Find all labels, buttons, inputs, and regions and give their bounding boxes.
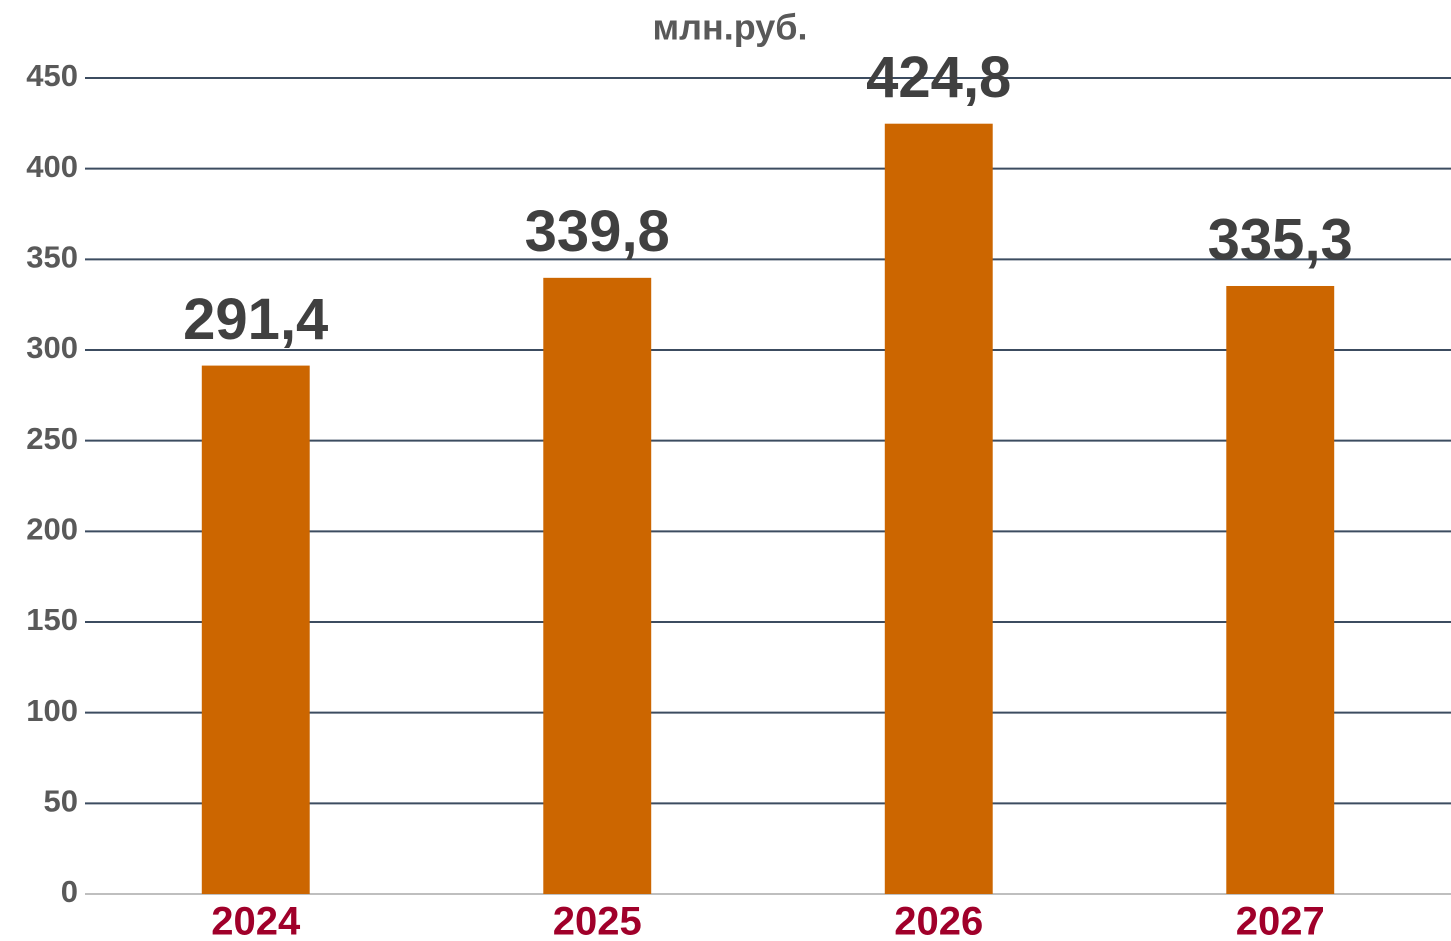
y-tick-label: 50 <box>44 784 78 819</box>
value-label: 335,3 <box>1208 207 1353 272</box>
y-tick-label: 150 <box>26 602 78 637</box>
value-label: 424,8 <box>866 45 1011 110</box>
value-label: 339,8 <box>525 199 670 264</box>
x-tick-label: 2025 <box>553 900 642 941</box>
y-tick-label: 0 <box>61 874 78 909</box>
y-tick-label: 400 <box>26 149 78 184</box>
bar <box>201 365 310 894</box>
value-label: 291,4 <box>183 287 328 352</box>
y-tick-label: 200 <box>26 512 78 547</box>
chart-title: млн.руб. <box>652 7 807 48</box>
x-tick-label: 2026 <box>894 900 983 941</box>
y-tick-label: 250 <box>26 421 78 456</box>
bar <box>543 277 652 894</box>
y-tick-label: 300 <box>26 330 78 365</box>
y-tick-label: 350 <box>26 240 78 275</box>
y-tick-label: 100 <box>26 693 78 728</box>
x-tick-label: 2024 <box>211 900 301 941</box>
x-tick-label: 2027 <box>1236 900 1325 941</box>
bar <box>884 123 993 895</box>
y-tick-label: 450 <box>26 58 78 93</box>
bar <box>1226 285 1335 894</box>
